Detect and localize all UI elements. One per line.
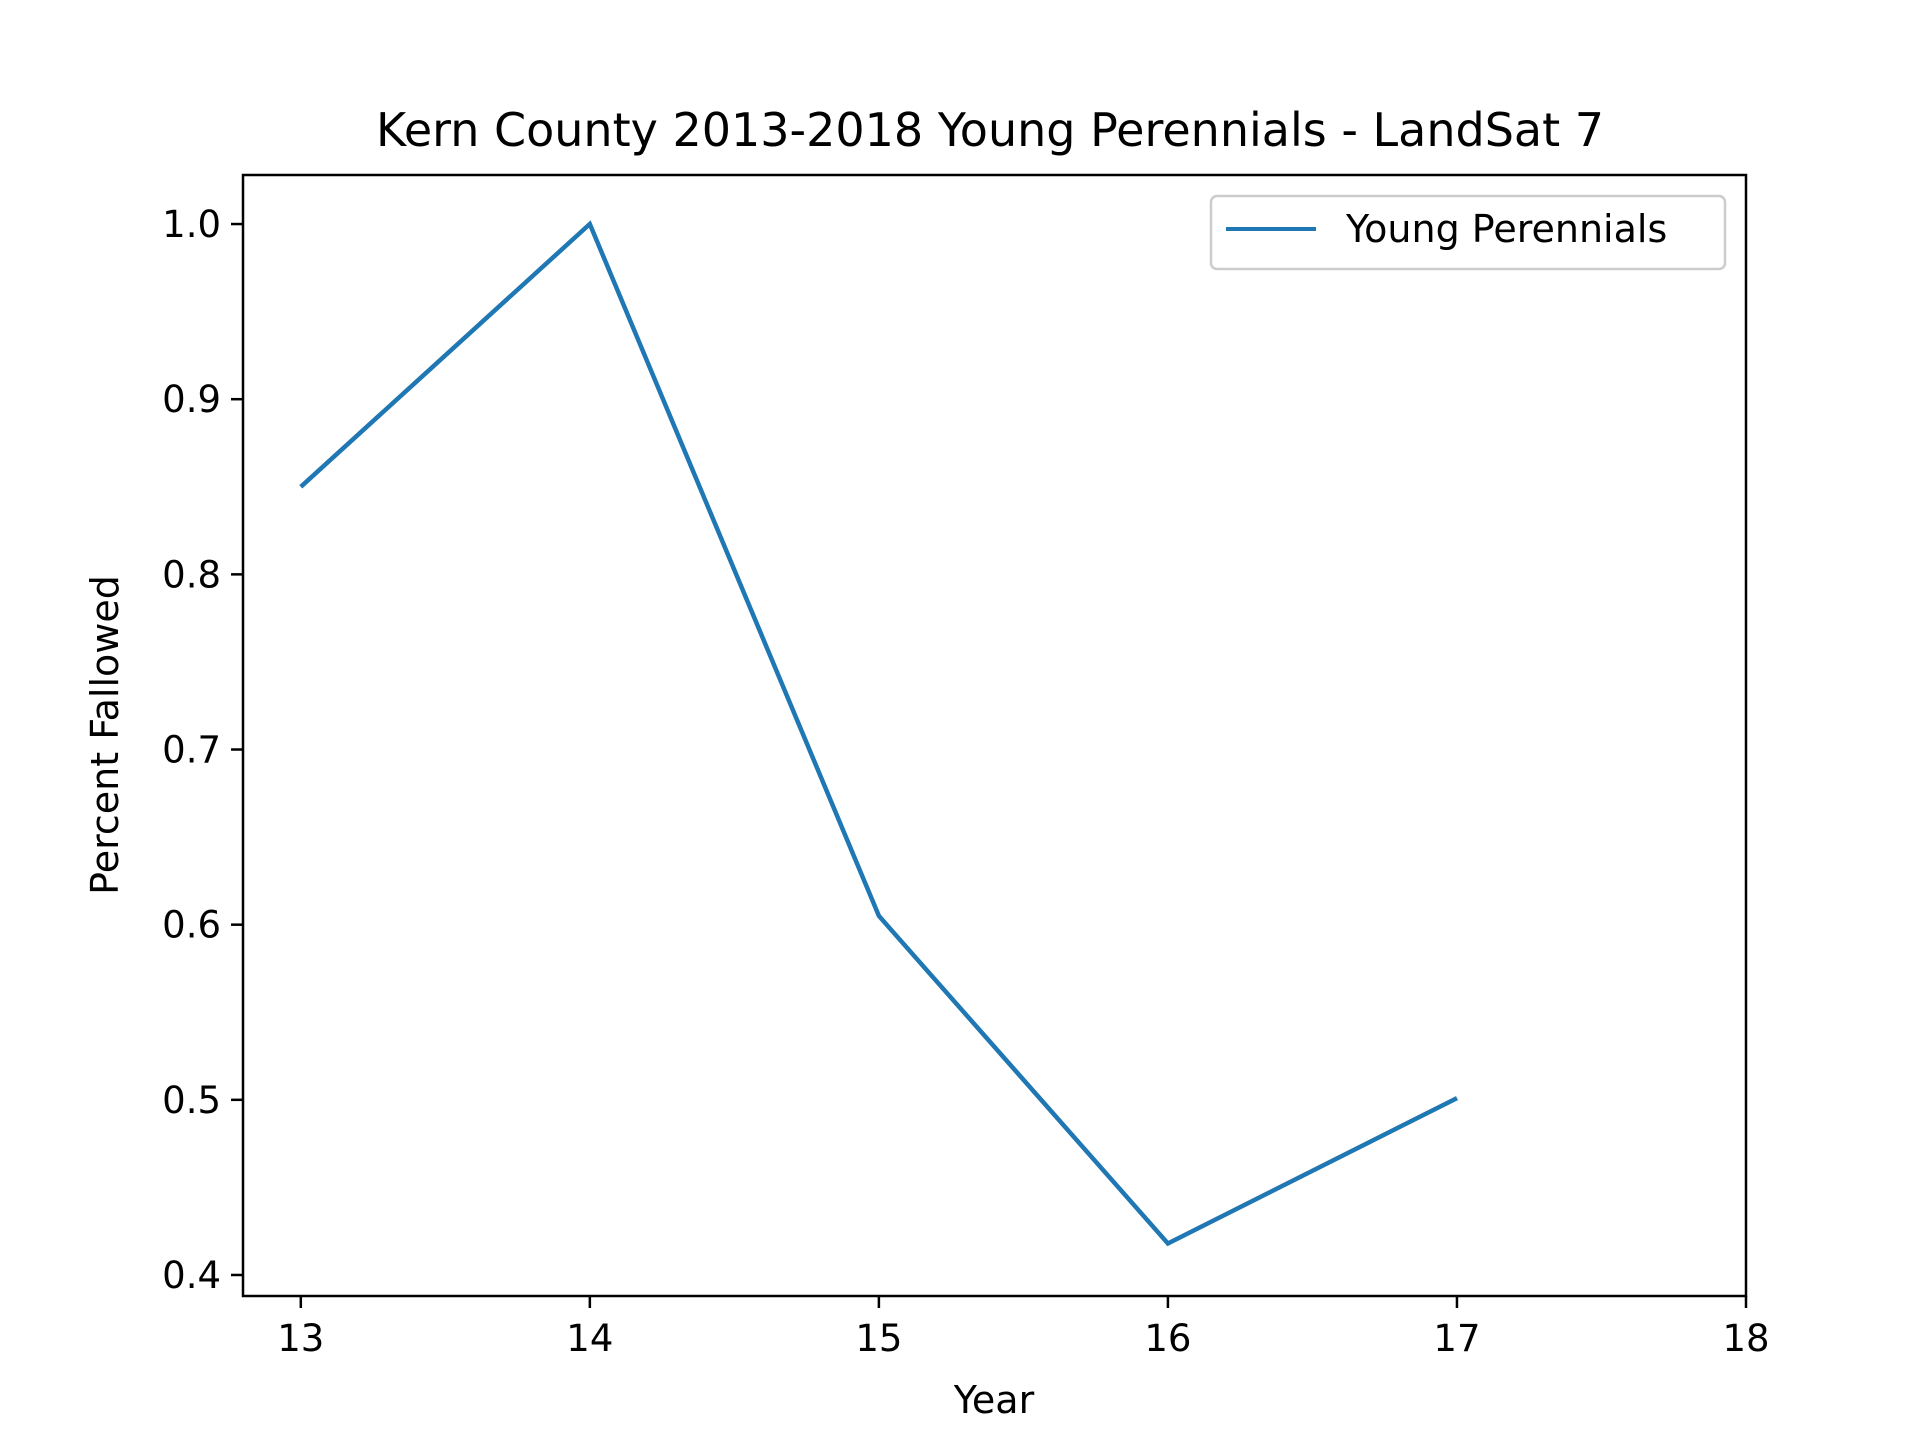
x-tick-label: 18 <box>1722 1317 1769 1360</box>
legend: Young Perennials <box>1209 194 1727 271</box>
legend-box <box>1209 194 1727 271</box>
x-axis-label: Year <box>953 1378 1035 1422</box>
x-tick-label: 16 <box>1144 1317 1191 1360</box>
y-tick-label: 0.4 <box>162 1254 221 1297</box>
axis-ticks: 13 14 15 16 17 18 0.4 0.5 0.6 0.7 0.8 0.9 1.0 <box>162 203 1769 1360</box>
y-tick-label: 0.9 <box>162 378 221 421</box>
x-tick-label: 17 <box>1433 1317 1480 1360</box>
x-tick-label: 14 <box>566 1317 613 1360</box>
axes-frame <box>241 173 1748 1298</box>
y-axis-label: Percent Fallowed <box>83 575 127 895</box>
x-tick-label: 13 <box>277 1317 324 1360</box>
y-tick-label: 1.0 <box>162 203 221 246</box>
plot-area <box>299 220 1459 1247</box>
legend-label: Young Perennials <box>1345 207 1667 251</box>
y-tick-label: 0.7 <box>162 729 221 772</box>
y-tick-label: 0.6 <box>162 904 221 947</box>
y-tick-label: 0.5 <box>162 1079 221 1122</box>
chart-title: Kern County 2013-2018 Young Perennials -… <box>376 103 1604 157</box>
x-tick-label: 15 <box>855 1317 902 1360</box>
y-tick-label: 0.8 <box>162 553 221 596</box>
series-line <box>299 220 1459 1247</box>
